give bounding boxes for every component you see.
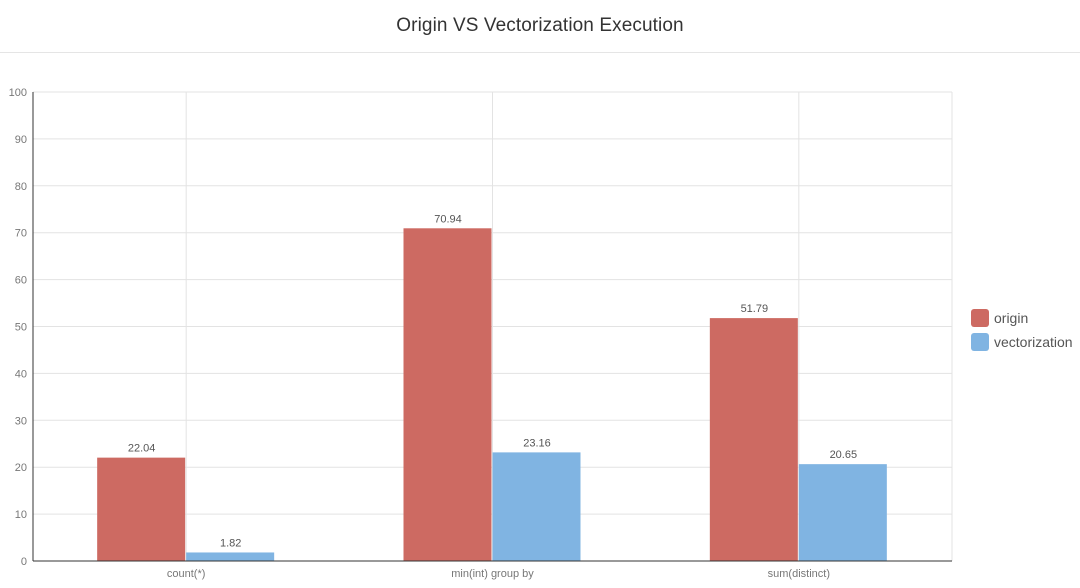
x-tick-label: sum(distinct) (768, 568, 830, 580)
y-tick-label: 90 (15, 134, 27, 146)
y-tick-label: 100 (9, 87, 27, 99)
legend-item-origin[interactable]: origin (971, 306, 1073, 330)
data-label: 20.65 (830, 449, 858, 461)
bar-origin-0[interactable] (97, 457, 186, 561)
legend-label-origin: origin (994, 310, 1029, 326)
chart-title-bar: Origin VS Vectorization Execution (0, 0, 1080, 53)
data-label: 23.16 (523, 437, 551, 449)
bar-origin-1[interactable] (403, 228, 492, 562)
x-tick-label: count(*) (167, 568, 206, 580)
data-label: 22.04 (128, 443, 156, 455)
chart-legend: origin vectorization (971, 306, 1073, 354)
y-tick-label: 70 (15, 228, 27, 240)
data-label: 70.94 (434, 213, 462, 225)
y-tick-label: 20 (15, 462, 27, 474)
bar-vectorization-0[interactable] (186, 552, 275, 561)
data-label: 51.79 (741, 303, 769, 315)
bar-origin-2[interactable] (709, 318, 798, 561)
y-tick-label: 30 (15, 415, 27, 427)
bar-vectorization-1[interactable] (492, 452, 581, 561)
legend-label-vectorization: vectorization (994, 334, 1073, 350)
y-tick-label: 60 (15, 275, 27, 287)
y-tick-label: 10 (15, 509, 27, 521)
y-tick-label: 80 (15, 181, 27, 193)
y-tick-label: 0 (21, 556, 27, 568)
bar-vectorization-2[interactable] (798, 464, 887, 561)
legend-swatch-origin (971, 309, 989, 327)
y-tick-label: 50 (15, 322, 27, 334)
chart-title: Origin VS Vectorization Execution (396, 15, 684, 36)
y-tick-label: 40 (15, 368, 27, 380)
x-tick-label: min(int) group by (451, 568, 534, 580)
legend-swatch-vectorization (971, 333, 989, 351)
legend-item-vectorization[interactable]: vectorization (971, 330, 1073, 354)
data-label: 1.82 (220, 537, 241, 549)
